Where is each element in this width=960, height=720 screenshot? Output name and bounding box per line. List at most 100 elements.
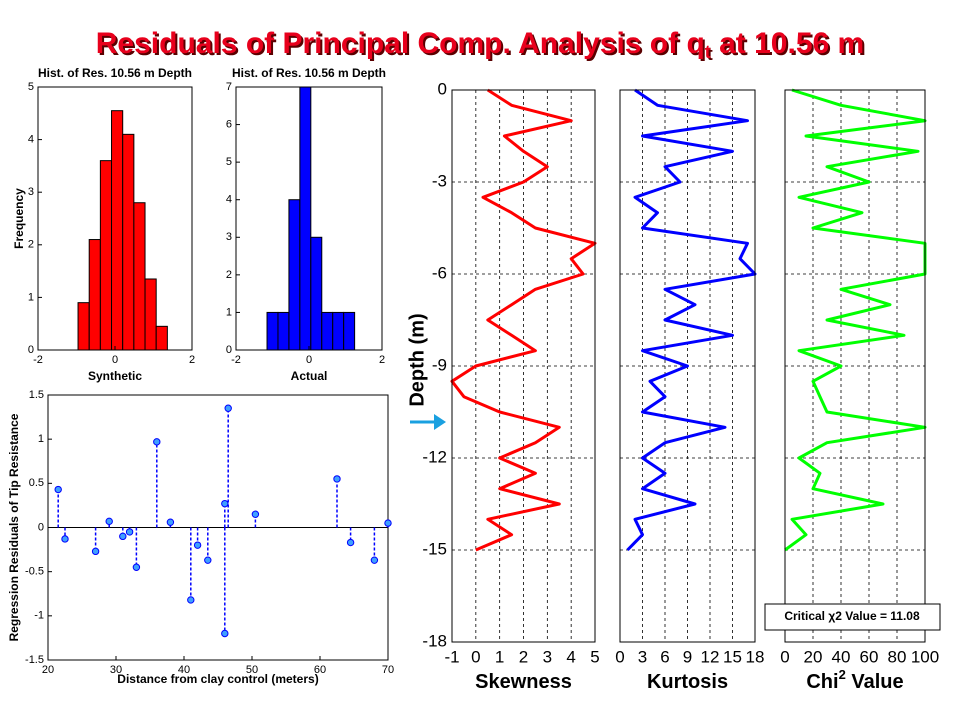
plot-title: Hist. of Res. 10.56 m Depth xyxy=(38,66,192,80)
bar xyxy=(88,239,101,351)
stem-marker xyxy=(204,556,212,564)
x-tick-label: -2 xyxy=(231,354,241,366)
x-tick-label: 18 xyxy=(746,647,765,666)
y-tick-label: -0.5 xyxy=(25,566,44,578)
y-tick-label: -15 xyxy=(422,539,447,558)
x-tick-label: 0 xyxy=(615,647,624,666)
x-tick-label: 30 xyxy=(110,664,122,676)
x-tick-label: 20 xyxy=(42,664,54,676)
x-tick-label: 9 xyxy=(683,647,692,666)
annotation: Critical χ2 Value = 11.08 xyxy=(784,609,920,623)
y-axis-label: Regression Residuals of Tip Resistance xyxy=(7,413,21,641)
x-tick-label: 0 xyxy=(112,354,118,366)
bar xyxy=(111,110,124,351)
bar xyxy=(77,302,90,351)
x-tick-label: 15 xyxy=(723,647,742,666)
x-axis-label: Synthetic xyxy=(88,369,142,383)
y-tick-label: 5 xyxy=(28,81,34,93)
stem-marker xyxy=(91,547,100,556)
y-tick-label: 1 xyxy=(28,291,34,303)
y-tick-label: 4 xyxy=(226,194,232,206)
bar xyxy=(321,311,334,351)
y-tick-label: 1 xyxy=(38,433,44,445)
title-main: Residuals of Principal Comp. Analysis of… xyxy=(96,27,705,60)
plot-frame xyxy=(619,89,756,643)
stem-marker xyxy=(251,510,260,518)
stem-marker xyxy=(105,517,113,526)
bar xyxy=(332,311,345,351)
plot-frame xyxy=(784,89,926,643)
y-tick-label: 2 xyxy=(226,269,232,281)
profile-line xyxy=(626,88,757,552)
x-tick-label: 80 xyxy=(888,647,907,666)
x-tick-label: 0 xyxy=(471,647,480,666)
x-axis-label: Distance from clay control (meters) xyxy=(117,672,318,686)
bar xyxy=(288,199,301,351)
x-tick-label: 60 xyxy=(314,664,326,676)
y-tick-label: 5 xyxy=(226,156,232,168)
stem-marker xyxy=(221,629,229,638)
x-tick-label: 5 xyxy=(590,647,599,666)
y-tick-label: 3 xyxy=(226,231,232,243)
profile-line xyxy=(784,88,927,552)
x-tick-label: 40 xyxy=(832,647,851,666)
stem-marker xyxy=(221,499,229,508)
y-tick-label: 0 xyxy=(438,79,447,98)
y-tick-label: 1 xyxy=(226,306,232,318)
bar xyxy=(343,311,356,351)
y-tick-label: 0 xyxy=(28,344,34,356)
stem-marker xyxy=(346,538,355,547)
x-tick-label: 40 xyxy=(178,664,190,676)
stem-marker xyxy=(119,532,127,541)
plot-frame xyxy=(451,89,596,643)
x-tick-label: 1 xyxy=(495,647,504,666)
x-axis-label-part: Kurtosis xyxy=(647,671,728,693)
bar xyxy=(133,202,146,351)
y-tick-label: -9 xyxy=(432,355,447,374)
stem-marker xyxy=(61,535,69,543)
y-tick-label: -12 xyxy=(422,447,447,466)
y-tick-label: 0 xyxy=(38,521,44,533)
stem-marker xyxy=(132,563,141,571)
x-tick-label: 12 xyxy=(701,647,720,666)
bar xyxy=(266,311,279,351)
bar xyxy=(155,325,168,351)
x-tick-label: 70 xyxy=(382,664,394,676)
x-tick-label: 6 xyxy=(660,647,669,666)
x-axis-label-part: Value xyxy=(846,671,904,693)
stem-marker xyxy=(193,541,202,549)
x-tick-label: -2 xyxy=(33,354,43,366)
stem-marker xyxy=(384,519,392,527)
bar xyxy=(122,133,135,351)
x-tick-label: 2 xyxy=(519,647,528,666)
stem-marker xyxy=(153,438,161,446)
annotation-box xyxy=(764,603,941,631)
y-tick-label: 4 xyxy=(28,134,34,146)
x-tick-label: -1 xyxy=(444,647,459,666)
stem-marker xyxy=(224,404,232,412)
stem-marker xyxy=(333,475,341,483)
bar xyxy=(310,236,323,351)
stem-marker xyxy=(370,556,379,564)
x-tick-label: 3 xyxy=(638,647,647,666)
x-tick-label: 20 xyxy=(804,647,823,666)
x-tick-label: 0 xyxy=(780,647,789,666)
bar xyxy=(277,311,290,351)
x-tick-label: 50 xyxy=(246,664,258,676)
x-tick-label: 2 xyxy=(379,354,385,366)
x-axis-label: Actual xyxy=(291,369,328,383)
y-tick-label: 0.5 xyxy=(29,477,44,489)
x-axis-label: Skewness xyxy=(475,671,572,693)
y-tick-label: 1.5 xyxy=(29,389,44,401)
y-tick-label: 0 xyxy=(226,344,232,356)
y-tick-label: -1.5 xyxy=(25,654,44,666)
y-tick-label: 6 xyxy=(226,118,232,130)
title-subscript: t xyxy=(705,42,711,62)
y-axis-label: Depth (m) xyxy=(406,313,428,406)
x-tick-label: 2 xyxy=(189,354,195,366)
x-axis-label: Kurtosis xyxy=(647,671,728,693)
y-tick-label: 2 xyxy=(28,239,34,251)
x-tick-label: 100 xyxy=(911,647,939,666)
x-axis-label: Chi2 Value xyxy=(806,667,903,693)
